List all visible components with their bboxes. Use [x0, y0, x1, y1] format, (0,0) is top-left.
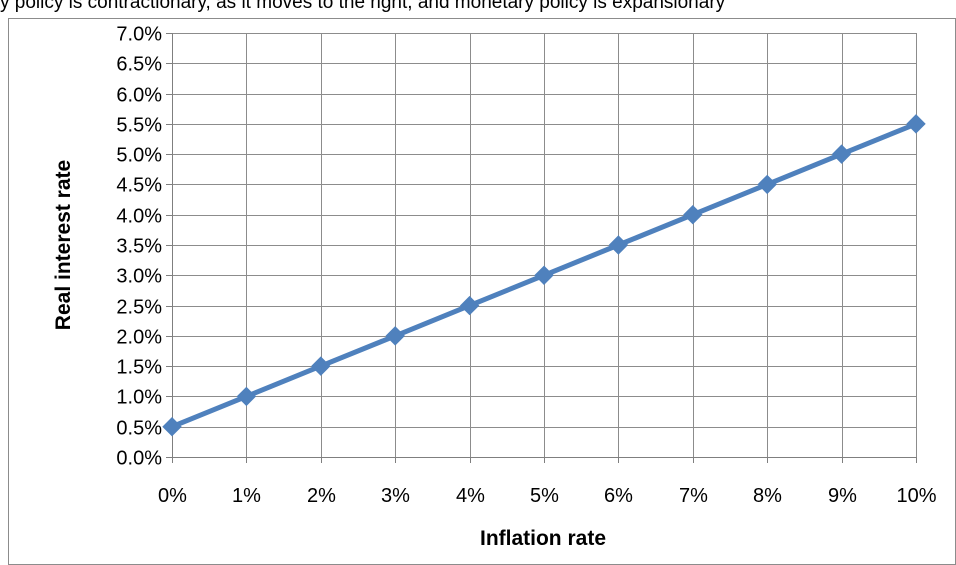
- y-tick-label: 7.0%: [116, 24, 162, 46]
- y-tick-label: 5.0%: [116, 145, 162, 167]
- x-tick-label: 9%: [828, 485, 857, 507]
- y-axis-title: Real interest rate: [52, 160, 75, 330]
- y-tick-label: 6.0%: [116, 85, 162, 107]
- x-tick-label: 5%: [530, 485, 559, 507]
- x-tick-label: 10%: [896, 485, 936, 507]
- y-tick-label: 0.5%: [116, 418, 162, 440]
- x-tick-label: 4%: [456, 485, 485, 507]
- x-tick-label: 2%: [307, 485, 336, 507]
- data-point-marker: [162, 417, 182, 437]
- y-tick-label: 3.0%: [116, 266, 162, 288]
- y-tick-label: 0.0%: [116, 448, 162, 470]
- data-point-marker: [831, 144, 852, 164]
- y-tick-label: 2.5%: [116, 297, 162, 319]
- x-tick-labels: 0% 1% 2% 3% 4% 5% 6% 7% 8% 9% 10%: [158, 485, 937, 507]
- chart-border: [8, 18, 956, 565]
- data-point-marker: [459, 295, 480, 316]
- y-tick-label: 4.0%: [116, 206, 162, 228]
- y-tick-label: 2.0%: [116, 327, 162, 349]
- y-tick-label: 5.5%: [116, 115, 162, 137]
- data-point-marker: [906, 114, 926, 134]
- x-tick-label: 6%: [604, 485, 633, 507]
- y-tick-label: 1.0%: [116, 387, 162, 409]
- gridlines: [172, 33, 917, 457]
- axes: [166, 33, 917, 463]
- y-tick-label: 6.5%: [116, 54, 162, 76]
- x-tick-label: 3%: [381, 485, 410, 507]
- x-tick-label: 7%: [679, 485, 708, 507]
- y-tick-labels: 0.0% 0.5% 1.0% 1.5% 2.0% 2.5% 3.0% 3.5% 4.0% 4.5%…: [116, 24, 162, 470]
- y-tick-label: 3.5%: [116, 236, 162, 258]
- data-point-marker: [236, 386, 257, 407]
- x-axis-title: Inflation rate: [480, 527, 606, 550]
- data-point-marker: [608, 235, 629, 255]
- data-point-marker: [385, 326, 405, 346]
- data-point-marker: [311, 356, 331, 376]
- top-cut-text: y policy is contractionary, as it moves …: [0, 0, 726, 13]
- x-tick-label: 8%: [753, 485, 782, 507]
- y-tick-label: 1.5%: [116, 357, 162, 379]
- data-point-marker: [534, 265, 554, 285]
- data-point-marker: [757, 174, 777, 195]
- series-group: [162, 114, 926, 437]
- x-tick-label: 1%: [232, 485, 261, 507]
- data-point-marker: [683, 205, 703, 225]
- x-tick-label: 0%: [158, 485, 187, 507]
- y-tick-label: 4.5%: [116, 175, 162, 197]
